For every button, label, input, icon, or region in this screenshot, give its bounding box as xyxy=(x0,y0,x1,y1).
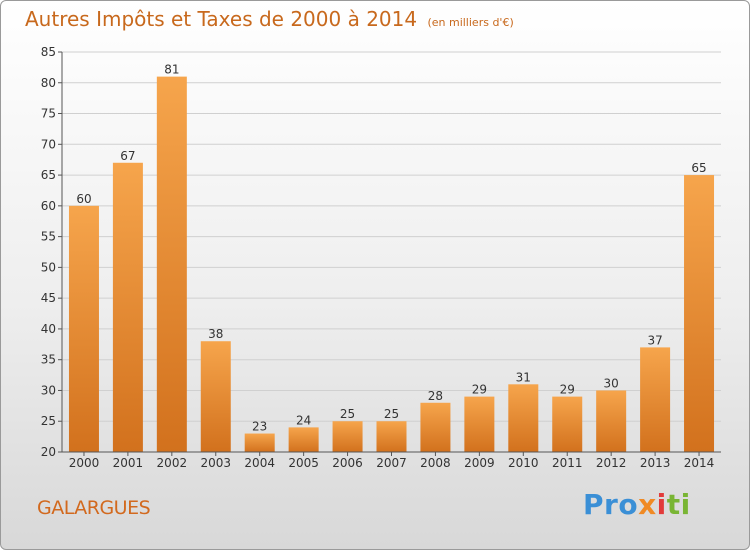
x-tick-label: 2004 xyxy=(244,456,275,470)
bar xyxy=(376,421,407,452)
bar-value-label: 25 xyxy=(384,407,399,421)
chart-title: Autres Impôts et Taxes de 2000 à 2014 (e… xyxy=(25,7,514,31)
bar-value-label: 81 xyxy=(164,63,179,77)
bar xyxy=(464,396,495,452)
y-tick-label: 85 xyxy=(41,45,56,59)
bar-value-label: 37 xyxy=(647,333,662,347)
bar xyxy=(112,162,143,452)
x-tick-label: 2011 xyxy=(552,456,583,470)
x-tick-label: 2006 xyxy=(332,456,363,470)
x-axis: 2000 2001 2002 2003 2004 2005 2006 2007 2008 2009… xyxy=(62,451,721,470)
chart-title-unit: (en milliers d'€) xyxy=(427,16,514,29)
bar xyxy=(596,390,627,452)
bar-value-label: 29 xyxy=(560,383,575,397)
bar xyxy=(288,427,319,452)
x-tick-label: 2008 xyxy=(420,456,451,470)
bar xyxy=(420,402,451,452)
y-tick-label: 20 xyxy=(41,445,56,459)
x-tick-label: 2002 xyxy=(157,456,188,470)
y-axis: 20 25 30 35 40 45 50 55 60 65 70 75 80 85 xyxy=(41,45,63,459)
x-tick-label: 2013 xyxy=(640,456,671,470)
x-tick-label: 2009 xyxy=(464,456,495,470)
y-tick-label: 45 xyxy=(41,291,56,305)
bar xyxy=(508,384,539,452)
bar-value-label: 31 xyxy=(516,370,531,384)
x-tick-label: 2012 xyxy=(596,456,627,470)
x-tick-label: 2005 xyxy=(288,456,319,470)
x-tick-label: 2007 xyxy=(376,456,407,470)
proxiti-logo[interactable]: Proxiti xyxy=(583,488,691,521)
bar-value-label: 24 xyxy=(296,413,311,427)
x-tick-label: 2003 xyxy=(200,456,231,470)
logo-part-3: i xyxy=(656,488,667,521)
bar-value-label: 60 xyxy=(76,192,91,206)
y-tick-label: 55 xyxy=(41,230,56,244)
y-tick-label: 65 xyxy=(41,168,56,182)
bar xyxy=(200,341,231,452)
chart-title-main: Autres Impôts et Taxes de 2000 à 2014 xyxy=(25,7,418,31)
bar-value-label: 65 xyxy=(691,161,706,175)
logo-part-2: x xyxy=(638,488,657,521)
x-tick-label: 2000 xyxy=(69,456,100,470)
y-tick-label: 80 xyxy=(41,76,56,90)
bar xyxy=(332,421,363,452)
bar-value-label: 38 xyxy=(208,327,223,341)
bar-value-label: 28 xyxy=(428,389,443,403)
x-tick-label: 2014 xyxy=(684,456,715,470)
y-tick-label: 35 xyxy=(41,353,56,367)
y-tick-label: 25 xyxy=(41,414,56,428)
bar-value-label: 23 xyxy=(252,420,267,434)
x-tick-label: 2001 xyxy=(113,456,144,470)
bar xyxy=(244,433,275,452)
bar xyxy=(684,175,715,453)
bar xyxy=(640,347,671,452)
bar-value-label: 67 xyxy=(120,149,135,163)
bar-value-label: 30 xyxy=(604,376,619,390)
city-name: GALARGUES xyxy=(37,497,151,519)
bar-value-label: 29 xyxy=(472,383,487,397)
y-tick-label: 60 xyxy=(41,199,56,213)
logo-part-4: ti xyxy=(666,488,691,521)
y-tick-label: 40 xyxy=(41,322,56,336)
bars: 60 67 81 38 23 24 25 25 28 29 31 29 30 37 65 xyxy=(68,63,715,453)
bar xyxy=(552,396,583,452)
logo-part-1: Pro xyxy=(583,488,639,521)
y-tick-label: 30 xyxy=(41,383,56,397)
bar-value-label: 25 xyxy=(340,407,355,421)
y-tick-label: 50 xyxy=(41,260,56,274)
y-tick-label: 75 xyxy=(41,107,56,121)
y-tick-label: 70 xyxy=(41,137,56,151)
bar xyxy=(156,76,187,452)
x-tick-label: 2010 xyxy=(508,456,539,470)
bar xyxy=(68,205,99,452)
